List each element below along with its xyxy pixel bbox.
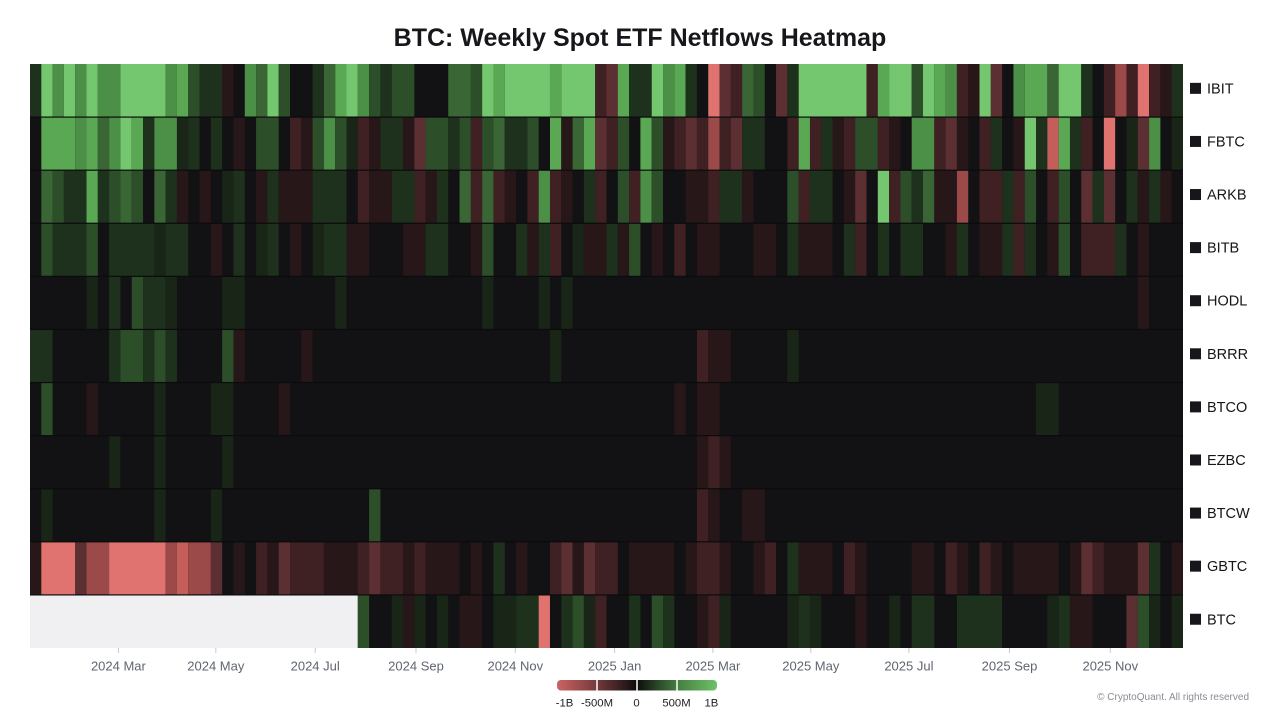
svg-text:BTCW: BTCW xyxy=(1207,506,1250,522)
svg-text:2024 Nov: 2024 Nov xyxy=(487,659,543,674)
svg-text:2024 Sep: 2024 Sep xyxy=(388,659,444,674)
svg-text:BTC: Weekly Spot ETF Netflows: BTC: Weekly Spot ETF Netflows Heatmap xyxy=(394,24,887,52)
svg-text:BTC: BTC xyxy=(1207,612,1236,628)
svg-text:GBTC: GBTC xyxy=(1207,559,1247,575)
svg-text:FBTC: FBTC xyxy=(1207,134,1245,150)
svg-text:BRRR: BRRR xyxy=(1207,347,1248,363)
svg-text:2025 Nov: 2025 Nov xyxy=(1082,659,1138,674)
svg-text:BITB: BITB xyxy=(1207,241,1239,257)
svg-text:2024 May: 2024 May xyxy=(187,659,245,674)
svg-text:© CryptoQuant. All rights rese: © CryptoQuant. All rights reserved xyxy=(1097,692,1249,703)
svg-text:2025 Sep: 2025 Sep xyxy=(982,659,1038,674)
svg-text:500M: 500M xyxy=(662,698,690,710)
svg-text:0: 0 xyxy=(633,698,639,710)
svg-text:2025 Jan: 2025 Jan xyxy=(588,659,642,674)
svg-text:1B: 1B xyxy=(704,698,718,710)
svg-text:IBIT: IBIT xyxy=(1207,81,1234,97)
svg-text:-500M: -500M xyxy=(581,698,613,710)
svg-text:ARKB: ARKB xyxy=(1207,188,1247,204)
svg-text:2025 Jul: 2025 Jul xyxy=(884,659,933,674)
svg-text:BTCO: BTCO xyxy=(1207,400,1247,416)
svg-text:2024 Mar: 2024 Mar xyxy=(91,659,147,674)
svg-text:HODL: HODL xyxy=(1207,294,1247,310)
svg-text:2025 Mar: 2025 Mar xyxy=(685,659,741,674)
svg-text:EZBC: EZBC xyxy=(1207,453,1246,469)
svg-text:2025 May: 2025 May xyxy=(782,659,840,674)
svg-text:-1B: -1B xyxy=(556,698,574,710)
svg-text:2024 Jul: 2024 Jul xyxy=(291,659,340,674)
